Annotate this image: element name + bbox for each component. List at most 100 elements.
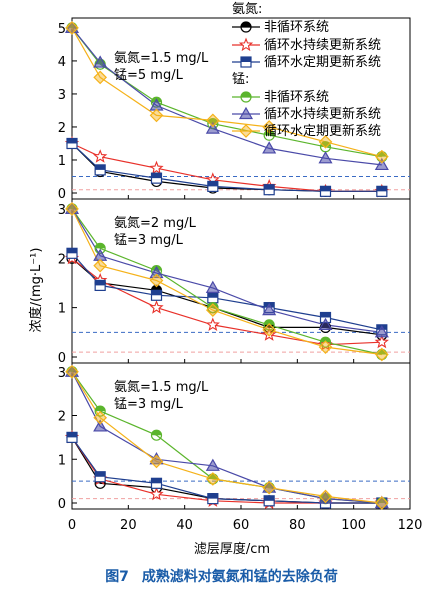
y-axis-label: 浓度/(mg·L⁻¹) xyxy=(28,248,44,333)
data-point-nh-star xyxy=(149,160,164,175)
series-line-nh-circle xyxy=(71,143,382,192)
legend-label: 循环水定期更新系统 xyxy=(264,123,381,139)
data-point-nh-star xyxy=(149,300,164,314)
figure-title: 成熟滤料对氨氮和锰的去除负荷 xyxy=(141,569,338,585)
data-point-nh-square-fill xyxy=(151,173,162,179)
data-point-nh-square-fill xyxy=(207,181,218,187)
data-point-nh-star xyxy=(205,317,220,332)
panel-top: 0 1 2 3 4 5 氨氮=1.5 mg/L 锰=5 mg/L xyxy=(58,17,411,202)
data-point-mn-diamond xyxy=(93,410,108,425)
x-tick-label: 100 xyxy=(341,518,366,533)
legend-label: 循环水定期更新系统 xyxy=(264,54,381,70)
series-line-nh-star xyxy=(71,257,382,346)
data-point-mn-diamond xyxy=(65,202,79,216)
data-point-mn-diamond xyxy=(149,454,164,469)
data-point-mn-diamond xyxy=(262,120,277,134)
data-point-mn-diamond xyxy=(149,108,164,123)
chart-panels: 0 1 2 3 4 5 氨氮=1.5 mg/L 锰=5 mg/L 0 1 2 3 氨氮=2 mg/L 锰=… xyxy=(58,17,423,533)
data-point-nh-square-fill xyxy=(207,292,218,298)
series-line-nh-star xyxy=(71,142,382,192)
data-point-mn-triangle xyxy=(93,55,108,68)
data-point-mn-triangle xyxy=(262,141,277,154)
data-point-mn-circle xyxy=(319,336,332,348)
data-point-mn-diamond xyxy=(65,364,79,379)
data-point-mn-diamond xyxy=(205,472,220,486)
data-point-mn-triangle xyxy=(318,317,333,331)
y-tick-label: 3 xyxy=(58,203,66,218)
x-tick-label: 120 xyxy=(398,518,423,533)
series-line-nh-star xyxy=(71,437,382,504)
data-point-nh-square-fill xyxy=(67,138,77,144)
series-line-nh-square xyxy=(71,252,382,331)
data-point-nh-square-fill xyxy=(151,478,162,484)
data-point-nh-square-fill xyxy=(320,312,331,318)
series-line-nh-square xyxy=(71,143,382,192)
legend-marker-nh-square-fill xyxy=(241,57,251,62)
y-tick-label: 0 xyxy=(58,187,66,202)
panel-annotation: 锰=3 mg/L xyxy=(114,397,184,412)
data-point-mn-triangle xyxy=(149,265,164,279)
data-point-nh-square-fill xyxy=(95,164,106,170)
legend-marker-mn-circle xyxy=(240,91,252,103)
data-point-mn-diamond xyxy=(318,134,333,149)
y-tick-label: 2 xyxy=(58,410,66,425)
series-line-nh-circle xyxy=(71,257,382,336)
data-point-nh-square-fill xyxy=(264,495,275,501)
x-tick-label: 80 xyxy=(289,518,306,533)
series-line-nh-circle xyxy=(71,437,382,504)
x-tick-label: 40 xyxy=(176,518,193,533)
data-point-mn-triangle xyxy=(93,419,108,432)
panel-annotation: 氨氮=1.5 mg/L xyxy=(114,51,209,66)
data-point-mn-triangle xyxy=(262,302,277,316)
y-tick-label: 2 xyxy=(58,252,66,267)
data-point-mn-diamond xyxy=(205,113,220,128)
data-point-mn-diamond xyxy=(318,489,333,504)
x-tick-label: 60 xyxy=(233,518,250,533)
data-point-nh-square-fill xyxy=(207,493,218,499)
legend-marker-nh-circle xyxy=(240,21,252,33)
y-tick-label: 5 xyxy=(58,22,66,37)
y-tick-label: 0 xyxy=(58,351,66,366)
panel-annotation: 氨氮=1.5 mg/L xyxy=(114,380,209,395)
x-tick-label: 20 xyxy=(120,518,137,533)
y-tick-label: 0 xyxy=(58,497,66,512)
panel-annotation: 氨氮=2 mg/L xyxy=(114,216,197,231)
legend-marker-mn-triangle xyxy=(238,106,254,120)
data-point-mn-triangle xyxy=(64,364,80,377)
panel-annotation: 锰=3 mg/L xyxy=(114,233,184,248)
legend-marker-mn-diamond xyxy=(239,124,253,138)
figure-caption: 图7 成熟滤料对氨氮和锰的去除负荷 xyxy=(0,566,443,586)
legend-label: 非循环系统 xyxy=(264,20,329,35)
data-point-mn-circle xyxy=(94,405,106,417)
data-point-mn-triangle xyxy=(374,325,389,338)
data-point-nh-square-fill xyxy=(151,290,162,296)
data-point-nh-square-fill xyxy=(264,184,275,190)
legend: 氨氮:非循环系统循环水持续更新系统循环水定期更新系统锰:非循环系统循环水持续更新… xyxy=(232,2,381,139)
data-point-nh-square-fill xyxy=(95,280,106,286)
data-point-mn-diamond xyxy=(205,303,220,317)
x-axis-label: 滤层厚度/cm xyxy=(194,541,270,557)
y-tick-label: 3 xyxy=(58,88,66,103)
data-point-mn-diamond xyxy=(374,496,389,510)
legend-group-title: 锰: xyxy=(232,72,249,87)
legend-label: 循环水持续更新系统 xyxy=(264,37,381,53)
y-tick-label: 2 xyxy=(58,121,66,136)
y-tick-label: 1 xyxy=(58,302,66,317)
data-point-mn-triangle xyxy=(205,121,220,134)
data-point-mn-diamond xyxy=(93,70,108,85)
data-point-mn-circle xyxy=(263,129,275,141)
data-point-mn-diamond xyxy=(318,340,333,354)
data-point-mn-triangle xyxy=(64,201,80,214)
data-point-mn-circle xyxy=(376,348,388,361)
data-point-mn-diamond xyxy=(374,149,389,164)
data-point-mn-diamond xyxy=(374,347,389,362)
data-point-mn-circle xyxy=(207,302,219,314)
y-tick-label: 1 xyxy=(58,453,66,468)
data-point-nh-square-fill xyxy=(67,248,77,254)
data-point-nh-square-fill xyxy=(95,471,106,477)
panel-middle: 0 1 2 3 氨氮=2 mg/L 锰=3 mg/L xyxy=(58,198,411,366)
data-point-nh-square-fill xyxy=(376,186,387,192)
data-point-mn-triangle xyxy=(205,458,220,471)
figure-number: 图7 xyxy=(105,569,129,585)
panel-annotation: 锰=5 mg/L xyxy=(114,68,184,83)
